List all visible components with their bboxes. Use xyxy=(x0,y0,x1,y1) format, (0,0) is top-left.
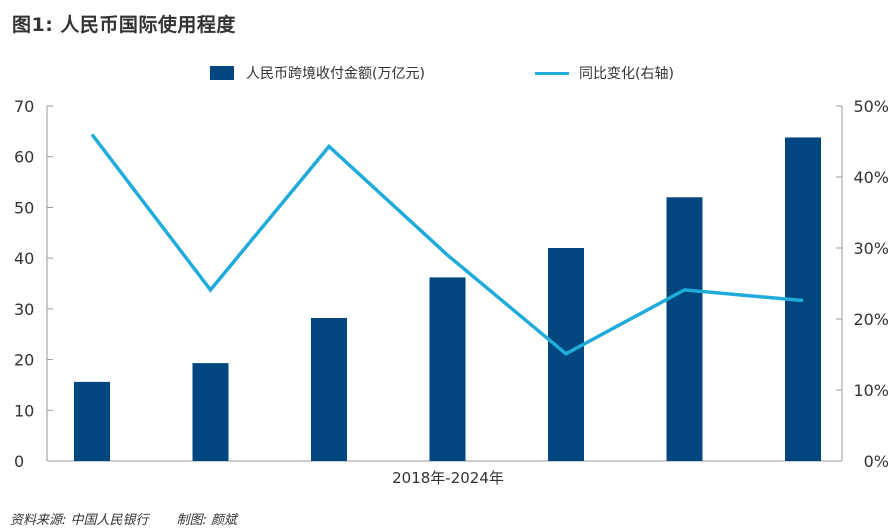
bar-2019 xyxy=(192,363,229,461)
legend-item-bar: 人民币跨境收付金额(万亿元) xyxy=(210,63,425,83)
left-axis-tick-label: 40 xyxy=(14,249,34,268)
right-axis-tick-label: 40% xyxy=(853,168,889,187)
legend-bar-swatch xyxy=(210,66,234,80)
legend-line-swatch xyxy=(535,71,569,75)
bar-2020 xyxy=(311,317,347,461)
right-axis-tick-label: 0% xyxy=(864,452,889,471)
author-note: 制图: 颜斌 xyxy=(176,513,238,528)
x-axis-label: 2018年-2024年 xyxy=(392,469,504,487)
left-axis-tick-label: 50 xyxy=(14,198,34,217)
left-axis-tick-label: 60 xyxy=(14,148,34,167)
right-axis-tick-label: 10% xyxy=(853,381,889,400)
left-axis-tick-label: 70 xyxy=(14,97,34,116)
right-axis-tick-label: 30% xyxy=(853,239,889,258)
left-axis-tick-label: 10 xyxy=(14,401,34,420)
chart-title: 图1: 人民币国际使用程度 xyxy=(12,14,236,36)
legend-line-label: 同比变化(右轴) xyxy=(579,66,674,82)
legend-bar-label: 人民币跨境收付金额(万亿元) xyxy=(246,66,425,82)
combo-chart: 0 10 20 30 40 50 60 70 0% 10% 20% 30% 40% 50% 2018年-20… xyxy=(14,97,889,487)
right-axis-tick-label: 50% xyxy=(853,97,889,116)
left-axis-tick-label: 30 xyxy=(14,300,34,319)
right-axis-tick-label: 20% xyxy=(853,310,889,329)
left-axis-tick-label: 20 xyxy=(14,351,34,370)
legend: 人民币跨境收付金额(万亿元) 同比变化(右轴) xyxy=(0,63,894,83)
bar-2023 xyxy=(666,197,703,462)
legend-item-line: 同比变化(右轴) xyxy=(535,63,674,83)
source-note: 资料来源: 中国人民银行 xyxy=(10,513,149,528)
bar-2021 xyxy=(429,277,466,461)
bar-2018 xyxy=(74,381,110,461)
left-axis-tick-label: 0 xyxy=(14,452,24,471)
footer: 资料来源: 中国人民银行 制图: 颜斌 xyxy=(10,509,237,528)
